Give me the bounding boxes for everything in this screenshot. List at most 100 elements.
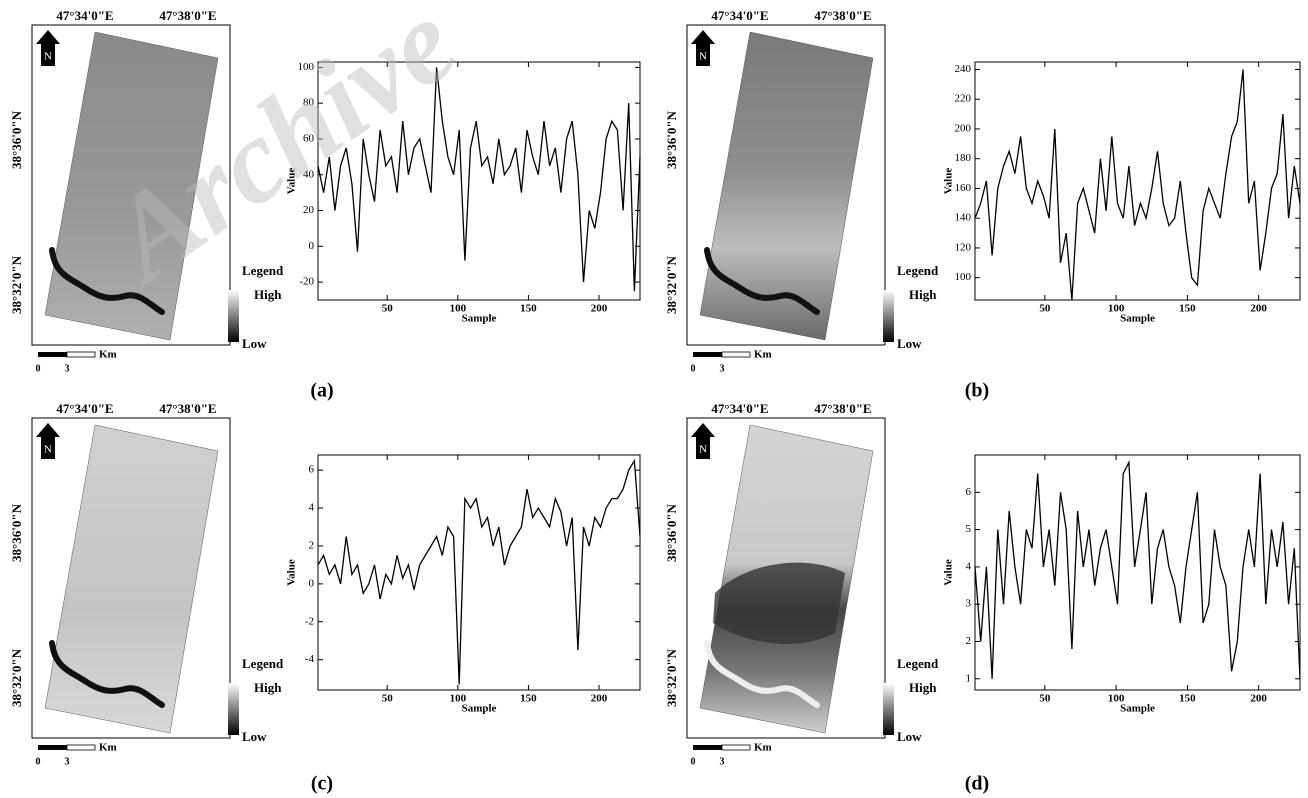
north-arrow <box>36 423 60 459</box>
legend-gradient <box>228 290 239 342</box>
scale-unit: Km <box>99 742 117 754</box>
y-tick-label: 1 <box>966 672 972 684</box>
scale-unit: Km <box>754 349 772 361</box>
satellite-image <box>699 31 874 341</box>
y-axis-label: Value <box>943 559 955 586</box>
x-tick-label: 50 <box>1039 303 1051 315</box>
scale-bar-dark <box>38 745 67 750</box>
y-tick-label: 6 <box>966 486 972 498</box>
scale-bar-light <box>66 351 96 358</box>
plot-frame <box>317 61 641 301</box>
plot-frame <box>974 61 1301 301</box>
panel-label: (b) <box>965 380 989 402</box>
line-chart: -20 0 20 40 60 80 100 50 100 150 200 Sample Value <box>286 61 641 325</box>
legend-low: Low <box>897 729 922 744</box>
y-tick-label: 3 <box>966 598 972 610</box>
x-tick-label: 100 <box>450 303 467 315</box>
line-chart: 100 120 140 160 180 200 220 240 50 100 150 200 Sampl… <box>943 61 1301 325</box>
x-tick-label: 200 <box>1250 693 1267 705</box>
latitude-label: 38°36'0"N <box>664 110 679 169</box>
scale-tick: 3 <box>720 756 725 767</box>
x-tick-label: 150 <box>1179 303 1196 315</box>
legend-title: Legend <box>897 656 939 671</box>
x-tick-label: 200 <box>1250 303 1267 315</box>
y-tick-label: -20 <box>299 276 314 288</box>
latitude-label: 38°32'0"N <box>9 255 24 314</box>
panel-label: (c) <box>311 773 333 795</box>
data-line <box>317 458 641 685</box>
legend-title: Legend <box>242 263 284 278</box>
longitude-label: 47°34'0"E <box>711 8 768 23</box>
y-axis-label: Value <box>286 168 298 195</box>
x-tick-label: 100 <box>1108 303 1125 315</box>
scale-unit: Km <box>99 349 117 361</box>
x-tick-label: 100 <box>450 693 467 705</box>
y-tick-label: 180 <box>955 152 972 164</box>
legend-low: Low <box>242 336 267 351</box>
river <box>49 247 165 315</box>
y-tick-label: 4 <box>309 502 315 514</box>
river <box>704 640 820 708</box>
north-arrow <box>691 30 715 66</box>
north-arrow <box>691 423 715 459</box>
y-tick-label: 5 <box>966 523 972 535</box>
north-label: N <box>699 444 707 456</box>
panel-label: (d) <box>965 773 989 795</box>
scale-bar-light <box>721 351 751 358</box>
legend-gradient <box>883 290 894 342</box>
x-tick-label: 50 <box>382 693 394 705</box>
y-tick-label: 100 <box>298 61 315 73</box>
y-tick-label: 40 <box>303 168 315 180</box>
x-axis-label: Sample <box>1120 703 1155 715</box>
y-tick-label: -2 <box>305 615 314 627</box>
longitude-label: 47°38'0"E <box>159 401 216 416</box>
latitude-label: 38°36'0"N <box>664 503 679 562</box>
legend-title: Legend <box>897 263 939 278</box>
scale-tick: 3 <box>65 363 70 374</box>
y-tick-label: 240 <box>955 63 972 75</box>
y-axis-label: Value <box>943 168 955 195</box>
y-tick-label: 2 <box>966 635 972 647</box>
latitude-label: 38°32'0"N <box>664 255 679 314</box>
x-axis-label: Sample <box>1120 313 1155 325</box>
longitude-label: 47°38'0"E <box>159 8 216 23</box>
latitude-label: 38°32'0"N <box>9 648 24 707</box>
scale-tick: 0 <box>36 363 41 374</box>
y-tick-label: -4 <box>305 653 315 665</box>
satellite-image <box>44 424 219 734</box>
y-tick-label: 120 <box>955 241 972 253</box>
legend-gradient <box>228 683 239 735</box>
north-arrow <box>36 30 60 66</box>
legend-high: High <box>909 287 937 302</box>
longitude-label: 47°34'0"E <box>56 401 113 416</box>
y-tick-label: 0 <box>309 240 315 252</box>
y-tick-label: 200 <box>955 122 972 134</box>
latitude-label: 38°36'0"N <box>9 503 24 562</box>
scale-bar-dark <box>693 745 722 750</box>
y-tick-label: 4 <box>966 560 972 572</box>
scale-bar-light <box>721 744 751 751</box>
scale-tick: 0 <box>691 756 696 767</box>
y-tick-label: 160 <box>955 182 972 194</box>
x-tick-label: 200 <box>591 303 608 315</box>
north-label: N <box>699 51 707 63</box>
y-tick-label: 100 <box>955 271 972 283</box>
legend-high: High <box>254 287 282 302</box>
scale-tick: 3 <box>65 756 70 767</box>
data-line <box>974 69 1301 301</box>
x-tick-label: 150 <box>520 693 537 705</box>
scale-tick: 0 <box>691 363 696 374</box>
satellite-image <box>44 31 219 341</box>
north-label: N <box>44 51 52 63</box>
x-tick-label: 50 <box>1039 693 1051 705</box>
legend-title: Legend <box>242 656 284 671</box>
scale-tick: 3 <box>720 363 725 374</box>
x-tick-label: 200 <box>591 693 608 705</box>
y-tick-label: 2 <box>309 539 315 551</box>
y-tick-label: 0 <box>309 577 315 589</box>
y-tick-label: 60 <box>303 132 315 144</box>
x-tick-label: 150 <box>1179 693 1196 705</box>
scale-bar-dark <box>693 352 722 357</box>
